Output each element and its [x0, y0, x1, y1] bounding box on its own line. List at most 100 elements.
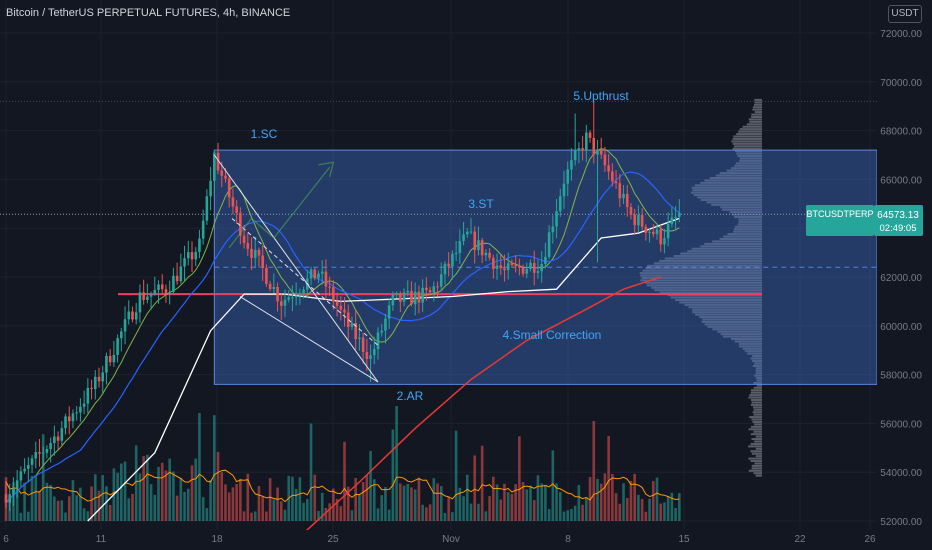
candle-body — [53, 436, 56, 444]
candle-body — [242, 235, 246, 244]
candle-body — [105, 355, 108, 373]
volume-profile-bar — [691, 186, 762, 189]
volume-profile-bar — [641, 277, 762, 280]
volume-bar — [540, 483, 543, 521]
volume-bar — [302, 502, 305, 521]
volume-bar — [674, 508, 677, 521]
candle-body — [257, 249, 261, 256]
time-tick-label: 22 — [794, 534, 806, 545]
candle-body — [369, 355, 372, 359]
wedge-upper-line — [213, 154, 379, 383]
currency-selector[interactable]: USDT — [888, 5, 922, 23]
volume-bar — [391, 429, 395, 521]
candle-body — [514, 264, 517, 266]
volume-profile-bar — [737, 223, 762, 226]
volume-bar — [425, 507, 428, 521]
candle-body — [436, 286, 439, 288]
candle-body — [358, 337, 361, 340]
ma-white-line — [87, 217, 680, 522]
candle-body — [127, 311, 131, 320]
volume-bar — [38, 491, 41, 521]
candle-body — [380, 330, 384, 333]
candle-body — [458, 240, 462, 254]
volume-bar — [23, 482, 26, 521]
candle-body — [555, 211, 558, 227]
volume-bar — [257, 486, 261, 521]
volume-bar — [585, 497, 588, 521]
volume-profile-bar — [700, 198, 762, 201]
volume-profile-bar — [748, 457, 762, 460]
price-axis[interactable]: 52000.00 54000.00 56000.00 58000.00 60000.00… — [877, 0, 932, 550]
volume-bar — [399, 483, 402, 521]
volume-bar — [402, 485, 406, 521]
candle-body — [175, 275, 179, 282]
volume-bar — [335, 498, 339, 521]
trend-drawings[interactable] — [213, 154, 379, 383]
volume-bar — [298, 477, 302, 521]
volume-bar — [265, 511, 268, 521]
volume-bar — [67, 496, 71, 521]
chart-title: Bitcoin / TetherUS PERPETUAL FUTURES, 4h… — [6, 7, 291, 19]
volume-profile-bar — [738, 220, 762, 223]
volume-bar — [49, 485, 52, 521]
volume-bar — [332, 488, 335, 521]
candle-body — [112, 354, 116, 363]
volume-profile-bar — [738, 218, 762, 221]
volume-profile-bar — [715, 174, 762, 177]
volume-profile-bar — [733, 230, 762, 233]
volume-profile-bar — [754, 362, 762, 365]
time-axis[interactable]: 6 11 18 25 Nov 8 15 22 26 — [0, 530, 932, 550]
volume-bar — [160, 462, 164, 521]
candle-body — [120, 331, 123, 339]
volume-profile-bar — [753, 430, 762, 433]
volume-bar — [246, 473, 250, 521]
volume-bar — [611, 473, 614, 521]
annotation-label: 2.AR — [397, 389, 424, 403]
volume-bar — [97, 490, 101, 521]
candle-body — [484, 252, 488, 256]
volume-bar — [283, 509, 287, 521]
volume-profile-bar — [695, 313, 762, 316]
volume-profile-bar — [735, 150, 762, 153]
volume-bar — [488, 496, 491, 521]
price-tag-axis-bg — [874, 205, 923, 236]
candle-body — [250, 248, 253, 258]
volume-profile-bar — [712, 240, 762, 243]
candle-body — [276, 286, 279, 302]
candle-body — [562, 183, 566, 197]
price-tag: BTCUSDTPERP 02:49:05 64573.13 — [806, 205, 923, 236]
candle-body — [261, 255, 264, 268]
volume-profile-bar — [749, 416, 762, 419]
volume-bar — [380, 495, 384, 521]
volume-profile-bar — [754, 98, 762, 101]
volume-bar — [384, 487, 387, 521]
candle-body — [23, 468, 26, 472]
volume-profile-bar — [751, 464, 762, 467]
candle-body — [625, 193, 629, 207]
volume-bar — [127, 498, 131, 521]
volume-profile-bar — [731, 338, 762, 341]
price-tick-label: 62000.00 — [880, 273, 922, 284]
volume-bar — [570, 508, 573, 521]
volume-bar — [131, 493, 134, 521]
candle-body — [659, 229, 663, 245]
annotation-label: 1.SC — [251, 127, 278, 141]
volume-bar — [503, 483, 506, 521]
volume-bar — [53, 496, 56, 521]
candle-body — [488, 252, 491, 258]
candle-body — [146, 296, 149, 300]
candle-body — [38, 452, 41, 454]
volume-bar — [551, 450, 555, 521]
candle-body — [302, 289, 305, 294]
volume-profile-bar — [753, 381, 762, 384]
volume-profile-bar — [751, 401, 762, 404]
volume-profile-bar — [753, 413, 762, 416]
volume-bar — [216, 451, 220, 521]
volume-profile-bar — [754, 101, 762, 104]
candle-body — [8, 494, 12, 503]
projection-arrow — [228, 166, 331, 249]
candle-body — [503, 268, 506, 271]
candle-body — [607, 165, 610, 172]
volume-bar — [547, 509, 551, 521]
